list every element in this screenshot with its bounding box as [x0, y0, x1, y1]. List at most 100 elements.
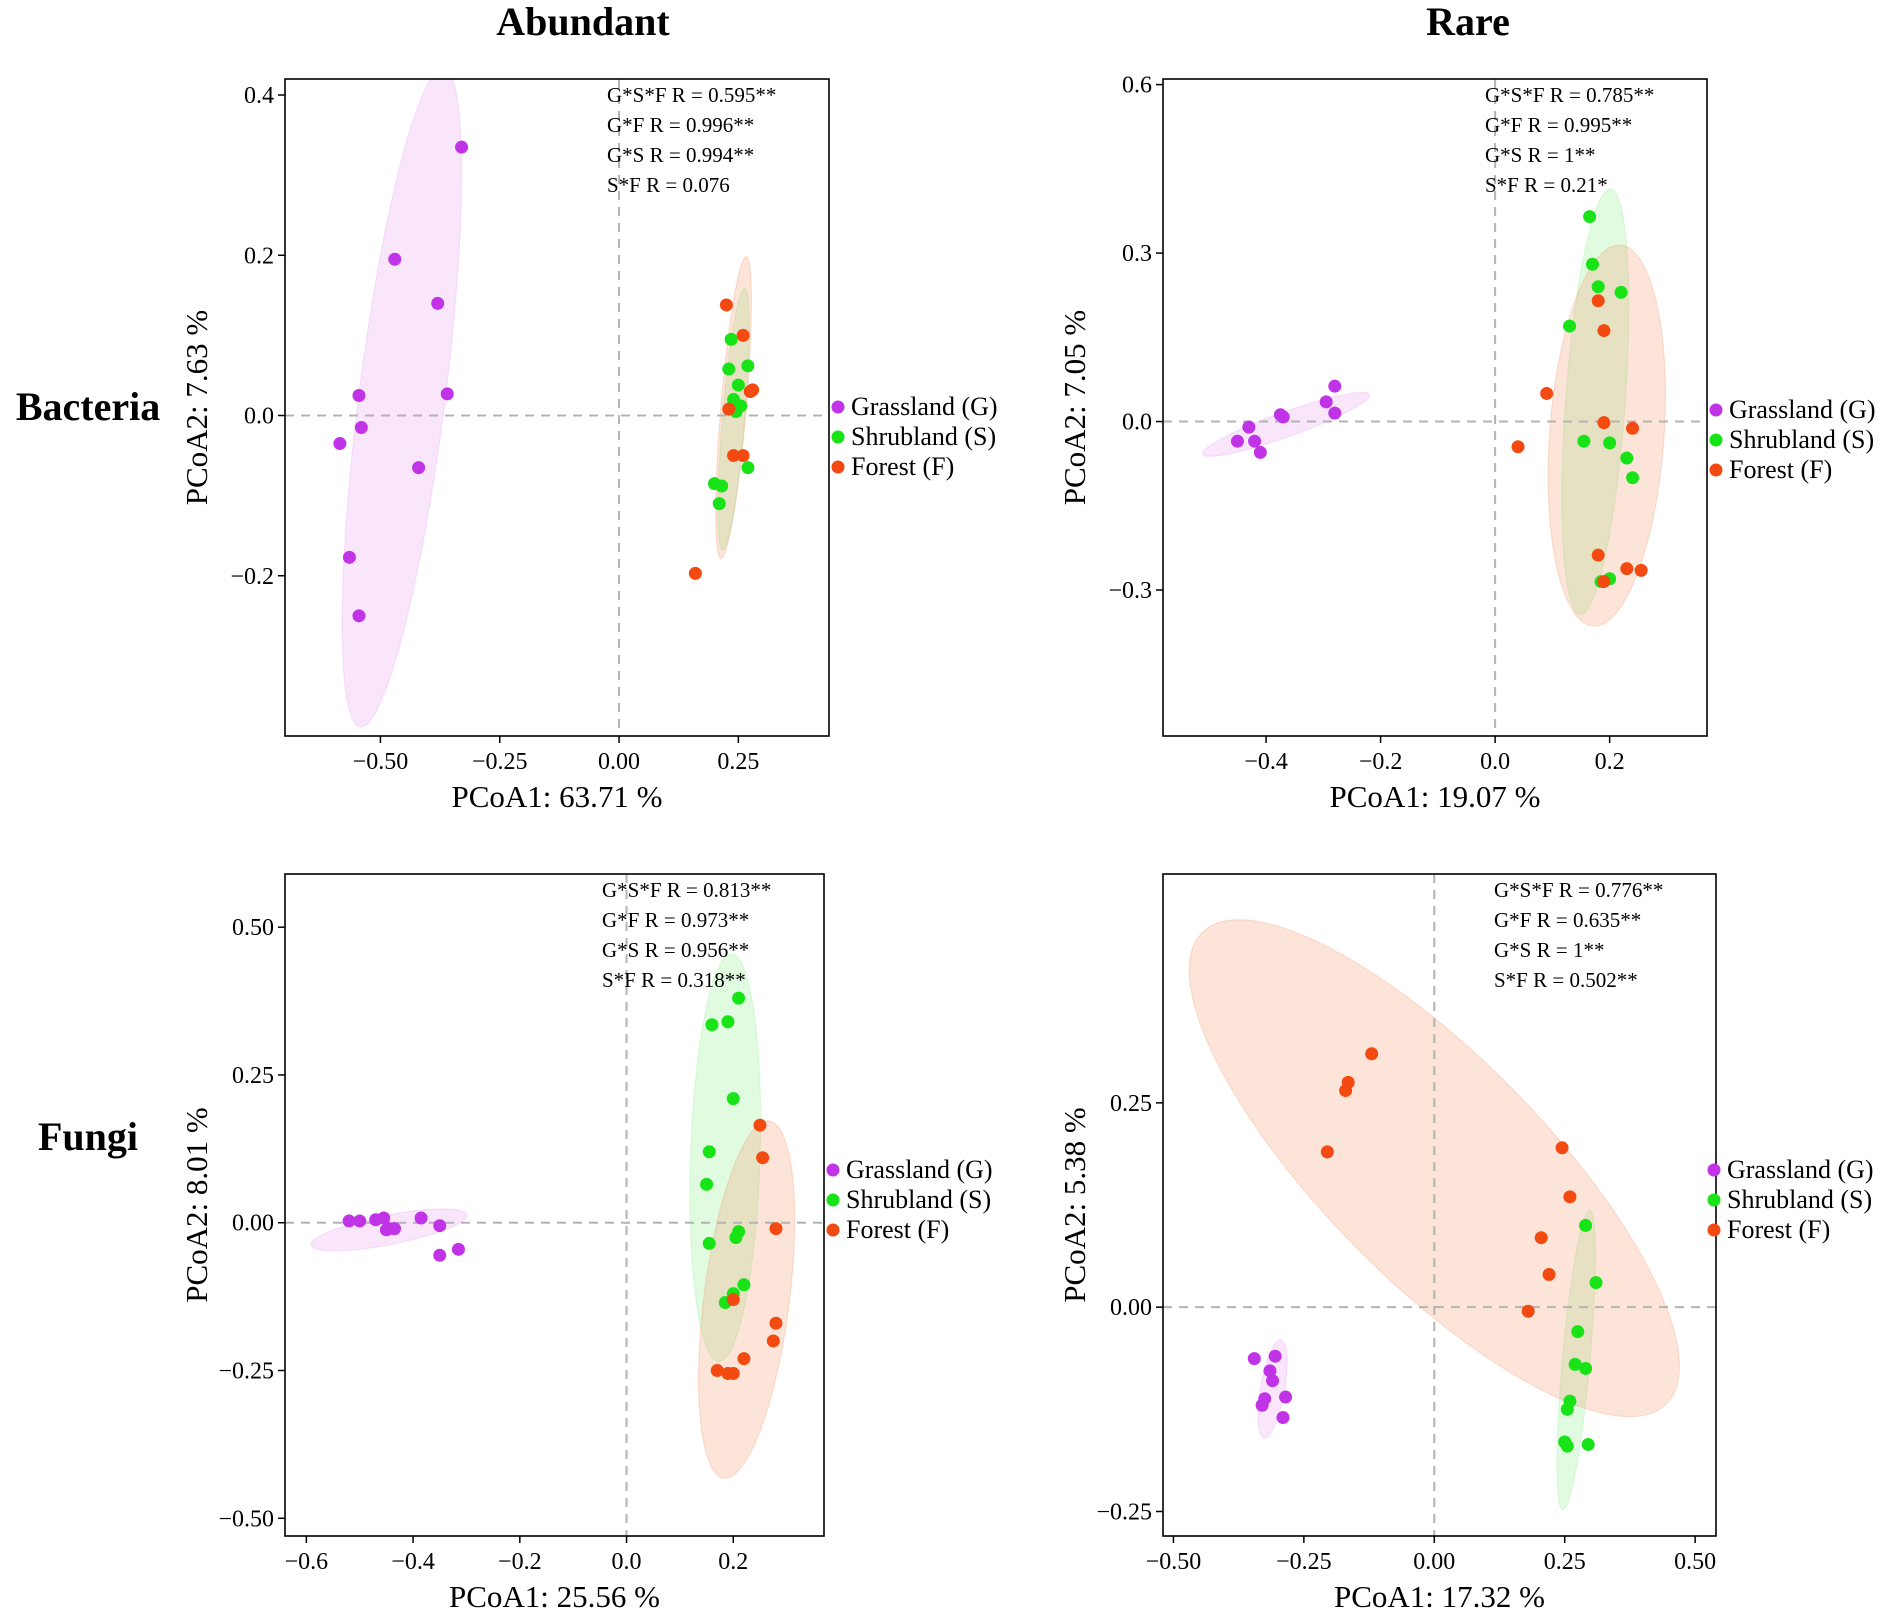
panel-fungi-abundant: −0.6 −0.4 −0.2 0.0 0.2 −0.50 −0.25 0.00 0.25 0.50… — [179, 873, 993, 1614]
point-shrubland — [724, 332, 738, 346]
point-grassland — [388, 252, 402, 266]
point-grassland — [1242, 420, 1256, 434]
point-forest — [719, 298, 733, 312]
stat-annotation: G*S*F R = 0.813** — [602, 878, 771, 902]
point-forest — [1542, 1267, 1556, 1281]
panel-bacteria-abundant: −0.50 −0.25 0.00 0.25 −0.2 0.0 0.2 0.4 PCoA1: 63… — [179, 78, 998, 814]
y-tick-label: −0.25 — [218, 1359, 274, 1385]
x-tick-label: −0.25 — [1276, 1549, 1332, 1575]
point-forest — [1555, 1141, 1569, 1155]
plot-frame — [284, 78, 830, 737]
point-forest — [722, 402, 736, 416]
stat-annotation: G*S*F R = 0.776** — [1494, 878, 1663, 902]
point-forest — [1521, 1304, 1535, 1318]
x-tick-label: −0.2 — [1359, 749, 1403, 775]
legend-label: Shrubland (S) — [851, 422, 996, 451]
legend-marker-forest — [1709, 463, 1723, 477]
y-tick-label: 0.25 — [1110, 1091, 1152, 1117]
point-grassland — [431, 296, 445, 310]
point-forest — [736, 328, 750, 342]
point-shrubland — [712, 497, 726, 511]
point-forest — [753, 1118, 767, 1132]
x-tick-label: 0.00 — [598, 749, 640, 775]
point-forest — [1591, 294, 1605, 308]
point-forest — [769, 1316, 783, 1330]
y-tick-label: 0.2 — [244, 243, 274, 269]
plot-area — [285, 79, 829, 736]
row-title-fungi: Fungi — [38, 1114, 138, 1159]
point-grassland — [440, 387, 454, 401]
legend-label: Grassland (G) — [1729, 395, 1876, 424]
y-axis-label: PCoA2: 8.01 % — [179, 1107, 214, 1303]
stat-annotation: S*F R = 0.21* — [1485, 173, 1608, 197]
legend-label: Grassland (G) — [846, 1155, 993, 1184]
legend-label: Grassland (G) — [851, 392, 998, 421]
confidence-ellipse-forest — [1547, 244, 1667, 627]
confidence-ellipse-grassland — [341, 79, 463, 728]
point-grassland — [1268, 1349, 1282, 1363]
stat-annotation: S*F R = 0.502** — [1494, 968, 1638, 992]
x-tick-label: −0.6 — [285, 1549, 329, 1575]
legend-label: Shrubland (S) — [1727, 1185, 1872, 1214]
point-shrubland — [1603, 436, 1617, 450]
legend-marker-grassland — [831, 400, 845, 414]
point-shrubland — [702, 1236, 716, 1250]
y-tick-label: 0.6 — [1122, 73, 1152, 99]
point-grassland — [414, 1211, 428, 1225]
legend-marker-forest — [1707, 1223, 1721, 1237]
point-shrubland — [737, 1278, 751, 1292]
y-tick-label: 0.0 — [244, 404, 274, 430]
stat-annotation: G*F R = 0.996** — [607, 113, 754, 137]
point-forest — [1591, 548, 1605, 562]
point-forest — [727, 449, 741, 463]
point-shrubland — [1589, 1276, 1603, 1290]
x-tick-label: −0.2 — [498, 1549, 542, 1575]
point-grassland — [451, 1242, 465, 1256]
plot-frame — [1162, 78, 1708, 737]
point-shrubland — [731, 378, 745, 392]
legend-marker-forest — [826, 1223, 840, 1237]
y-tick-label: 0.4 — [244, 83, 274, 109]
point-forest — [726, 1293, 740, 1307]
panel-bacteria-rare: −0.4 −0.2 0.0 0.2 −0.3 0.0 0.3 0.6 PCoA1: 19.07 … — [1057, 73, 1876, 814]
x-tick-label: −0.4 — [391, 1549, 435, 1575]
y-tick-label: 0.25 — [232, 1063, 274, 1089]
legend-marker-shrubland — [1709, 433, 1723, 447]
stat-annotation: G*S R = 1** — [1485, 143, 1595, 167]
point-forest — [1339, 1084, 1353, 1098]
stat-annotation: G*S R = 0.956** — [602, 938, 749, 962]
stat-annotation: G*F R = 0.995** — [1485, 113, 1632, 137]
point-shrubland — [1563, 319, 1577, 333]
point-grassland — [333, 437, 347, 451]
legend-label: Forest (F) — [846, 1215, 949, 1244]
point-grassland — [1276, 1410, 1290, 1424]
y-tick-label: −0.2 — [230, 564, 274, 590]
point-shrubland — [702, 1145, 716, 1159]
point-forest — [726, 1366, 740, 1380]
y-tick-label: 0.00 — [232, 1211, 274, 1237]
point-shrubland — [741, 461, 755, 475]
point-grassland — [1230, 434, 1244, 448]
point-forest — [1620, 562, 1634, 576]
point-grassland — [353, 1214, 367, 1228]
confidence-ellipse-forest — [697, 1120, 796, 1479]
legend-label: Shrubland (S) — [1729, 425, 1874, 454]
point-forest — [737, 1352, 751, 1366]
x-tick-label: 0.2 — [1595, 749, 1625, 775]
confidence-ellipse-grassland — [1202, 391, 1371, 457]
point-shrubland — [1581, 1437, 1595, 1451]
y-axis-label: PCoA2: 5.38 % — [1057, 1107, 1092, 1303]
point-shrubland — [1591, 280, 1605, 294]
point-shrubland — [1585, 257, 1599, 271]
point-shrubland — [1571, 1325, 1585, 1339]
x-tick-label: 0.50 — [1674, 1549, 1716, 1575]
point-grassland — [455, 140, 469, 154]
point-forest — [1365, 1047, 1379, 1061]
y-tick-label: −0.50 — [218, 1506, 274, 1532]
point-forest — [1626, 421, 1640, 435]
point-grassland — [1248, 434, 1262, 448]
point-shrubland — [1568, 1357, 1582, 1371]
point-forest — [710, 1364, 724, 1377]
confidence-ellipse-shrubland — [1561, 188, 1630, 616]
point-shrubland — [705, 1018, 719, 1032]
